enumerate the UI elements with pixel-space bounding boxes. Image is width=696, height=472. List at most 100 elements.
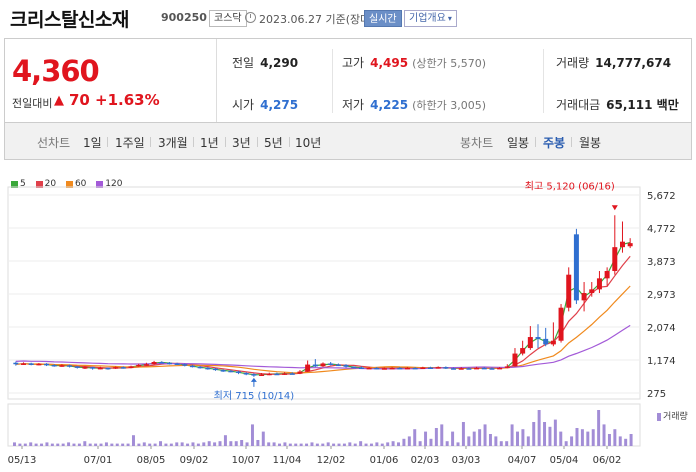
volume-value: 14,777,674 — [595, 56, 672, 70]
candle-body — [197, 366, 203, 369]
volume-bar — [451, 431, 455, 446]
high-label: 고가 — [342, 56, 365, 70]
candle-body — [619, 241, 625, 248]
candle-body — [113, 367, 119, 369]
candle-body — [358, 367, 364, 370]
volume-bar — [110, 443, 114, 446]
volume-stat: 거래량 14,777,674 — [556, 54, 671, 71]
company-info-label: 기업개요 — [409, 13, 446, 24]
realtime-button[interactable]: 실시간 — [364, 10, 402, 27]
change-value: 70 — [69, 91, 90, 109]
tab-3y[interactable]: 3년 — [232, 136, 251, 150]
x-tick-label: 01/06 — [370, 455, 399, 466]
volume-bar — [83, 441, 87, 446]
volume-bar — [175, 442, 179, 446]
prev-close-stat: 전일 4,290 — [232, 54, 298, 71]
volume-bar — [424, 431, 428, 446]
line-chart-label[interactable]: 선차트 — [37, 136, 71, 150]
prev-close-label: 전일 — [232, 56, 255, 70]
x-tick-label: 07/01 — [84, 455, 113, 466]
candle-body — [174, 363, 180, 365]
candle-body — [558, 307, 564, 341]
ma120-label: 120 — [105, 179, 123, 189]
tab-1w[interactable]: 1주일 — [115, 136, 145, 150]
candle-body — [128, 366, 134, 368]
x-tick-label: 05/13 — [8, 455, 37, 466]
ma60-line — [15, 285, 631, 374]
volume-bar — [559, 431, 563, 446]
candle-body — [527, 337, 533, 349]
candle-body — [604, 271, 610, 279]
x-tick-label: 12/02 — [317, 455, 346, 466]
candle-body — [166, 362, 172, 365]
volume-bar — [591, 429, 595, 446]
volume-bar — [580, 429, 584, 446]
volume-bar — [467, 436, 471, 446]
volume-legend-label: 거래량 — [663, 412, 688, 422]
y-tick-label: 5,672 — [647, 191, 676, 202]
stock-code: 900250 — [161, 11, 207, 24]
candle-body — [481, 367, 487, 370]
candle-body — [397, 367, 403, 370]
candle-body — [366, 367, 372, 370]
tab-5y[interactable]: 5년 — [264, 136, 283, 150]
volume-bar — [440, 424, 444, 446]
volume-bar — [126, 443, 130, 446]
ma20-label: 20 — [44, 179, 57, 189]
divider — [535, 137, 536, 147]
candle-body — [466, 368, 472, 370]
tab-1d[interactable]: 1일 — [83, 136, 102, 150]
candle-body — [428, 367, 434, 370]
amount-label: 거래대금 — [556, 98, 601, 112]
stock-name: 크리스탈신소재 — [10, 9, 129, 31]
candle-body — [374, 367, 380, 370]
y-tick-label: 1,174 — [647, 356, 676, 367]
low-label: 저가 — [342, 98, 365, 112]
x-tick-label: 05/04 — [550, 455, 579, 466]
volume-bar — [169, 443, 173, 446]
ma60-label: 60 — [74, 179, 87, 189]
volume-bar — [45, 442, 49, 446]
volume-bar — [456, 442, 460, 446]
volume-bar — [137, 443, 141, 446]
candle-body — [143, 364, 149, 366]
tab-1y[interactable]: 1년 — [200, 136, 219, 150]
candle-body — [266, 373, 272, 376]
company-info-dropdown[interactable]: 기업개요 ▾ — [404, 10, 457, 27]
candle-body — [351, 366, 357, 369]
high-stat: 고가 4,495 (상한가 5,570) — [342, 54, 486, 71]
candle-body — [520, 348, 526, 354]
ma120-line — [15, 324, 631, 370]
chevron-down-icon: ▾ — [447, 14, 452, 23]
candle-body — [389, 367, 395, 370]
tab-weekly[interactable]: 주봉 — [543, 136, 566, 150]
tab-monthly[interactable]: 월봉 — [579, 136, 602, 150]
tab-3m[interactable]: 3개월 — [158, 136, 188, 150]
candle-body — [28, 363, 34, 365]
divider — [150, 137, 151, 147]
candle-body — [381, 368, 387, 370]
volume-bar — [67, 442, 71, 446]
volume-bar — [386, 442, 390, 446]
volume-bar — [494, 436, 498, 446]
candle-body — [535, 337, 541, 339]
current-price-box: 4,360 전일대비 ▲ 70 +1.63% — [5, 39, 217, 123]
tab-10y[interactable]: 10년 — [295, 136, 322, 150]
volume-swatch — [657, 412, 661, 421]
lower-limit: (하한가 3,005) — [412, 99, 486, 112]
open-value: 4,275 — [260, 98, 299, 112]
candle-body — [489, 368, 495, 370]
clock-icon — [245, 12, 256, 23]
candle-body — [512, 353, 518, 367]
volume-bar — [23, 443, 27, 446]
candle-chart-label[interactable]: 봉차트 — [460, 136, 494, 150]
x-tick-label: 09/02 — [180, 455, 209, 466]
volume-bar — [445, 441, 449, 446]
low-value: 4,225 — [370, 98, 409, 112]
tab-daily[interactable]: 일봉 — [507, 136, 530, 150]
volume-bar — [418, 441, 422, 446]
candle-body — [259, 374, 265, 376]
divider — [332, 49, 333, 113]
volume-bar — [159, 441, 163, 446]
volume-bar — [326, 442, 330, 446]
